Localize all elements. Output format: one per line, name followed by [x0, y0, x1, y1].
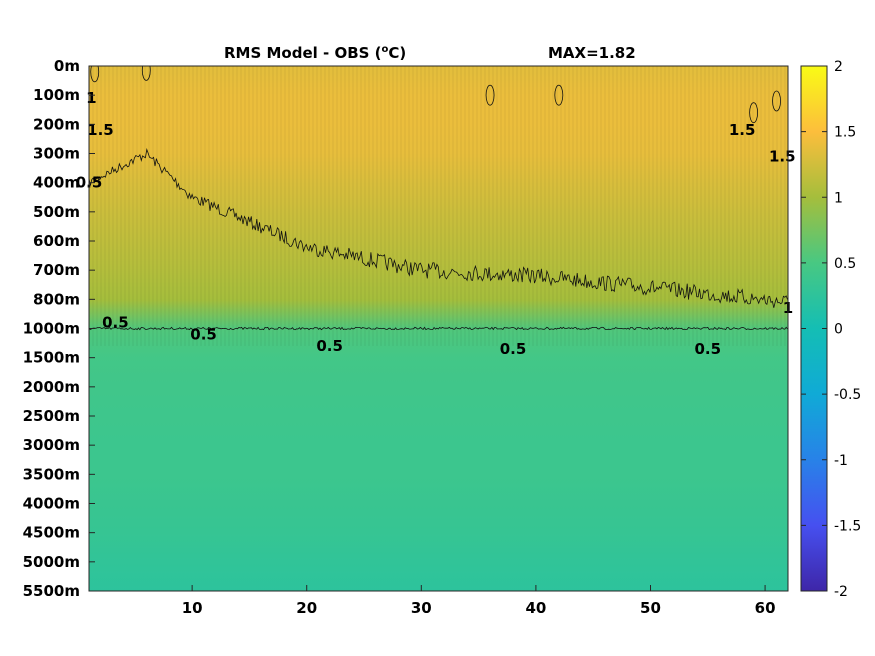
y-tick-label: 5500m	[23, 582, 80, 600]
contour-label: 0.5	[500, 340, 527, 358]
x-tick-label: 30	[411, 599, 432, 617]
y-tick-label: 1500m	[23, 349, 80, 367]
y-tick-label: 3500m	[23, 465, 80, 483]
colorbar: 2 1.5 1 0.5 0 -0.5 -1 -1.5 -2	[800, 59, 861, 600]
y-tick-label: 600m	[33, 232, 80, 250]
y-tick-label: 2500m	[23, 407, 80, 425]
contour-label: 0.5	[190, 325, 217, 343]
x-tick-label: 10	[182, 599, 203, 617]
contour-island	[485, 84, 495, 106]
contour-label: 1.5	[769, 147, 796, 165]
y-tick-label: 5000m	[23, 553, 80, 571]
y-tick-label: 0m	[54, 57, 80, 75]
y-tick-label: 4000m	[23, 495, 80, 513]
contour-label: 0.5	[316, 337, 343, 355]
contour-island	[772, 90, 781, 112]
x-tick-label: 40	[525, 599, 546, 617]
y-tick-label: 300m	[33, 145, 80, 163]
contour-island	[554, 84, 564, 106]
colorbar-tick-label: 2	[834, 59, 843, 75]
y-tick-label: 100m	[33, 86, 80, 104]
contour-label-layer: 0.50.50.5 0.5 0.511.51.51.510.5	[76, 89, 796, 358]
title-left: RMS Model - OBS (	[224, 44, 382, 62]
y-tick-label: 400m	[33, 174, 80, 192]
y-tick-label: 800m	[33, 290, 80, 308]
y-tick-label: 3000m	[23, 436, 80, 454]
title-unit-tail: C)	[388, 44, 406, 62]
y-tick-label: 200m	[33, 115, 80, 133]
x-tick-label: 60	[755, 599, 776, 617]
colorbar-tick-label: 0	[834, 322, 843, 338]
chart-title: RMS Model - OBS (oC) MAX=1.82	[224, 44, 636, 62]
y-tick-label: 4500m	[23, 524, 80, 542]
y-tick-label: 700m	[33, 261, 80, 279]
y-tick-label: 2000m	[23, 378, 80, 396]
contour-label: 1.5	[729, 121, 756, 139]
x-axis: 10 20 30 40 50 60	[182, 585, 776, 617]
contour-label: 0.5	[694, 340, 721, 358]
colorbar-tick-label: -0.5	[834, 387, 861, 403]
plot-area: 0.50.50.5 0.5 0.511.51.51.510.5	[76, 65, 796, 592]
contour-island	[141, 66, 151, 81]
y-axis: 0m 100m 200m 300m 400m 500m 600m 700m 800m 1000m 1…	[23, 57, 95, 600]
x-tick-label: 50	[640, 599, 661, 617]
x-tick-label: 20	[296, 599, 317, 617]
colorbar-tick-label: 1	[834, 190, 843, 206]
contour-island	[749, 102, 759, 124]
contour-layer	[89, 66, 788, 331]
colorbar-tick-label: -2	[834, 584, 848, 600]
y-tick-label: 500m	[33, 203, 80, 221]
y-tick-label: 1000m	[23, 320, 80, 338]
contour-line-1	[89, 147, 788, 308]
colorbar-tick-label: 0.5	[834, 256, 856, 272]
svg-text:RMS Model - OBS (oC): RMS Model - OBS (oC)	[224, 44, 406, 62]
field-stripes	[89, 66, 788, 346]
title-max: MAX=1.82	[548, 44, 636, 62]
colorbar-ticks: 2 1.5 1 0.5 0 -0.5 -1 -1.5 -2	[801, 59, 861, 600]
contour-island	[90, 66, 100, 83]
colorbar-tick-label: -1.5	[834, 518, 861, 534]
colorbar-tick-label: 1.5	[834, 125, 856, 141]
contour-line-0_5	[89, 326, 788, 331]
colorbar-tick-label: -1	[834, 453, 848, 469]
title-superscript: o	[382, 44, 389, 55]
contour-label: 0.5	[102, 314, 129, 332]
contour-label: 1	[86, 89, 96, 107]
contour-label: 1.5	[87, 121, 114, 139]
